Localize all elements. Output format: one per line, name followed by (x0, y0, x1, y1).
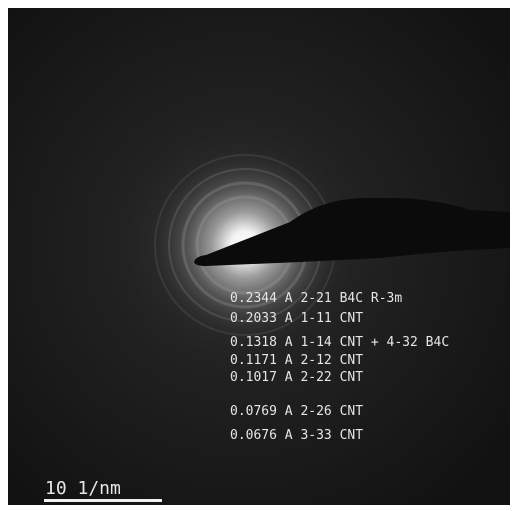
annotation: 0.0769 A 2-26 CNT (230, 404, 363, 419)
scale-bar-label: 10 1/nm (45, 478, 121, 499)
diffraction-image: 0.2344 A 2-21 B4C R-3m 0.2033 A 1-11 CNT… (0, 0, 514, 511)
annotation: 0.2344 A 2-21 B4C R-3m (230, 291, 402, 306)
scale-bar (44, 499, 162, 502)
annotation: 0.1017 A 2-22 CNT (230, 370, 363, 385)
annotation: 0.1318 A 1-14 CNT + 4-32 B4C (230, 335, 449, 350)
annotation: 0.1171 A 2-12 CNT (230, 353, 363, 368)
annotation: 0.2033 A 1-11 CNT (230, 311, 363, 326)
annotation: 0.0676 A 3-33 CNT (230, 428, 363, 443)
